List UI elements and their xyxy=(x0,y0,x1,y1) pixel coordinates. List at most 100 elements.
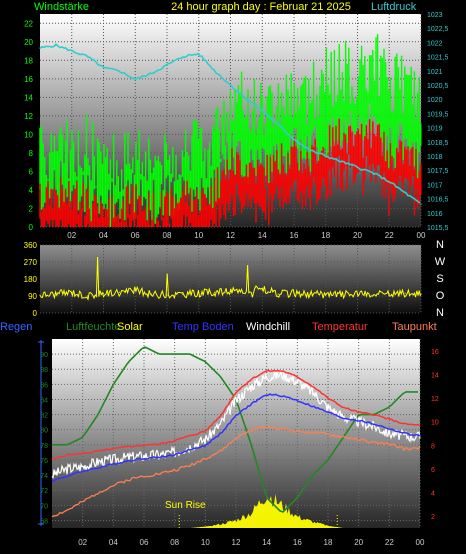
tick-label: 90 xyxy=(40,352,48,359)
tick-label: 16 xyxy=(431,349,439,356)
direction-point xyxy=(356,293,359,295)
direction-point xyxy=(261,287,263,290)
direction-point xyxy=(134,289,136,291)
tick-label: 16 xyxy=(293,538,302,547)
direction-point xyxy=(245,289,247,291)
tick-label: 1021,5 xyxy=(427,55,449,62)
right-axis-title: Luftdruck xyxy=(371,1,417,13)
tick-label: 08 xyxy=(163,231,172,240)
pressure-point xyxy=(420,203,422,205)
direction-point xyxy=(87,295,89,297)
tick-label: 68 xyxy=(40,518,48,525)
direction-point xyxy=(118,291,120,293)
direction-letter: N xyxy=(436,239,444,251)
climate-panel-background xyxy=(52,339,420,528)
pressure-point xyxy=(71,50,73,52)
tick-label: 70 xyxy=(40,503,48,510)
direction-point xyxy=(39,294,41,296)
direction-panel-series xyxy=(39,256,422,301)
tick-label: 12 xyxy=(431,396,439,403)
tick-label: 270 xyxy=(24,258,38,267)
climate-panel-series xyxy=(51,346,421,528)
tick-label: 12 xyxy=(24,112,33,121)
tick-label: 80 xyxy=(40,428,48,435)
tick-label: 88 xyxy=(40,367,48,374)
direction-point xyxy=(420,293,422,295)
tick-label: 20 xyxy=(353,231,362,240)
tick-label: 22 xyxy=(385,538,394,547)
legend-solar: Solar xyxy=(117,321,143,333)
tick-label: 14 xyxy=(431,372,439,379)
pressure-point xyxy=(277,124,279,126)
tick-label: 16 xyxy=(290,231,299,240)
pressure-point xyxy=(293,138,295,140)
direction-point xyxy=(388,293,390,295)
tick-label: 1019,5 xyxy=(427,111,449,118)
tick-label: 1020 xyxy=(427,97,443,104)
tick-label: 06 xyxy=(140,538,149,547)
tick-label: 20 xyxy=(354,538,363,547)
tick-label: 08 xyxy=(170,538,179,547)
pressure-point xyxy=(182,56,184,58)
tick-label: 8 xyxy=(431,443,435,450)
wind-panel-series xyxy=(39,34,422,227)
tick-label: 0 xyxy=(33,309,38,318)
tick-label: 04 xyxy=(109,538,118,547)
tick-label: 22 xyxy=(385,231,394,240)
pressure-point xyxy=(325,155,327,157)
tick-label: 90 xyxy=(28,292,37,301)
tick-label: 14 xyxy=(262,538,271,547)
tick-label: 18 xyxy=(321,231,330,240)
tick-label: 18 xyxy=(324,538,333,547)
legend-dewpoint: Taupunkt xyxy=(392,321,437,333)
wind-y-ticks: 0 2 4 6 8 10 12 14 16 18 20 22 xyxy=(24,19,33,232)
tick-label: 78 xyxy=(40,443,48,450)
tick-label: 1016,5 xyxy=(427,197,449,204)
tick-label: 00 xyxy=(416,538,425,547)
direction-point xyxy=(372,294,374,296)
tick-label: 1018 xyxy=(427,154,443,161)
tick-label: 76 xyxy=(40,458,48,465)
tick-label: 84 xyxy=(40,397,48,404)
ground-temp-series xyxy=(51,393,421,482)
tick-label: 1019 xyxy=(427,126,443,133)
tick-label: 18 xyxy=(24,56,33,65)
pressure-point xyxy=(118,70,120,72)
tick-label: 02 xyxy=(78,538,87,547)
pressure-point xyxy=(372,172,374,174)
pressure-point xyxy=(87,56,89,58)
legend-windchill: Windchill xyxy=(246,321,290,333)
direction-point xyxy=(214,291,216,293)
tick-label: 1015,5 xyxy=(427,225,449,232)
tick-label: 10 xyxy=(431,420,439,427)
legend-ground: Temp Boden xyxy=(172,321,234,333)
legend-rain: Regen xyxy=(0,321,32,333)
climate-x-ticks: 02 04 06 08 10 12 14 16 18 20 22 00 xyxy=(78,538,425,547)
direction-point xyxy=(229,290,232,292)
pressure-y-ticks: 1015,5 1016 1016,5 1017 1017,5 1018 1018,5 1019… xyxy=(427,12,449,232)
tick-label: 1016 xyxy=(427,211,443,218)
tick-label: 22 xyxy=(24,19,33,28)
tick-label: 10 xyxy=(24,130,33,139)
tick-label: 14 xyxy=(24,93,33,102)
direction-point xyxy=(325,294,327,296)
direction-point xyxy=(102,292,105,294)
pressure-point xyxy=(341,161,343,163)
tick-label: 4 xyxy=(431,491,435,498)
pressure-point xyxy=(356,166,359,168)
tick-label: 10 xyxy=(194,231,203,240)
tick-label: 8 xyxy=(29,149,34,158)
wind-gust-series xyxy=(39,34,422,227)
pressure-point xyxy=(55,44,57,46)
tick-label: 04 xyxy=(99,231,108,240)
direction-point xyxy=(71,291,73,293)
tick-label: 10 xyxy=(201,538,210,547)
direction-point xyxy=(341,293,343,295)
direction-point xyxy=(277,293,279,295)
sunrise-annotation: Sun Rise xyxy=(165,500,206,511)
tick-label: 12 xyxy=(232,538,241,547)
tick-label: 4 xyxy=(29,186,34,195)
direction-point xyxy=(182,293,184,295)
tick-label: 82 xyxy=(40,413,48,420)
